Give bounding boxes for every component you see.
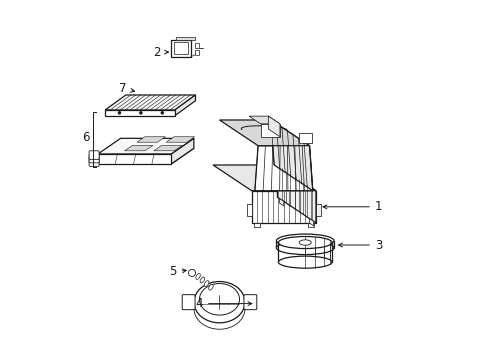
Polygon shape <box>213 165 315 191</box>
Polygon shape <box>174 42 188 54</box>
Ellipse shape <box>200 277 204 283</box>
Polygon shape <box>166 137 194 142</box>
Ellipse shape <box>278 237 331 248</box>
Polygon shape <box>315 203 321 216</box>
Polygon shape <box>248 116 279 124</box>
Polygon shape <box>171 40 190 57</box>
FancyBboxPatch shape <box>89 158 99 166</box>
Bar <box>195 50 199 55</box>
FancyBboxPatch shape <box>89 151 99 159</box>
Polygon shape <box>246 203 251 216</box>
Circle shape <box>140 112 142 114</box>
Ellipse shape <box>276 234 333 247</box>
Ellipse shape <box>208 284 213 290</box>
Ellipse shape <box>299 240 311 245</box>
Ellipse shape <box>199 284 239 315</box>
FancyBboxPatch shape <box>244 295 256 310</box>
Polygon shape <box>175 37 195 40</box>
Circle shape <box>188 269 195 276</box>
Polygon shape <box>260 124 279 137</box>
Polygon shape <box>254 146 312 191</box>
Bar <box>195 44 199 48</box>
Circle shape <box>118 112 121 114</box>
Polygon shape <box>307 223 313 228</box>
Polygon shape <box>299 134 311 143</box>
Circle shape <box>161 112 163 114</box>
FancyBboxPatch shape <box>182 295 195 310</box>
Polygon shape <box>105 95 195 110</box>
Polygon shape <box>279 199 283 206</box>
Polygon shape <box>268 116 279 137</box>
Polygon shape <box>253 223 260 228</box>
Polygon shape <box>98 154 171 164</box>
Polygon shape <box>175 95 195 116</box>
Ellipse shape <box>204 281 208 287</box>
Text: 6: 6 <box>81 131 89 144</box>
Polygon shape <box>277 165 315 223</box>
Polygon shape <box>124 145 153 151</box>
Polygon shape <box>219 120 309 146</box>
Polygon shape <box>154 145 182 151</box>
Text: 1: 1 <box>323 200 382 213</box>
FancyBboxPatch shape <box>89 154 99 163</box>
Text: 3: 3 <box>338 239 382 252</box>
Polygon shape <box>171 138 193 164</box>
Polygon shape <box>105 110 175 116</box>
Text: 4: 4 <box>195 297 251 310</box>
Ellipse shape <box>276 241 333 255</box>
Polygon shape <box>98 138 193 154</box>
Ellipse shape <box>278 256 331 268</box>
Text: 2: 2 <box>153 46 168 59</box>
Text: 5: 5 <box>169 265 186 278</box>
Ellipse shape <box>194 282 244 323</box>
Polygon shape <box>251 191 315 223</box>
Ellipse shape <box>195 274 200 279</box>
Text: 7: 7 <box>119 82 134 95</box>
Polygon shape <box>309 219 313 226</box>
Polygon shape <box>98 148 193 164</box>
Polygon shape <box>137 137 165 142</box>
Polygon shape <box>270 120 312 191</box>
